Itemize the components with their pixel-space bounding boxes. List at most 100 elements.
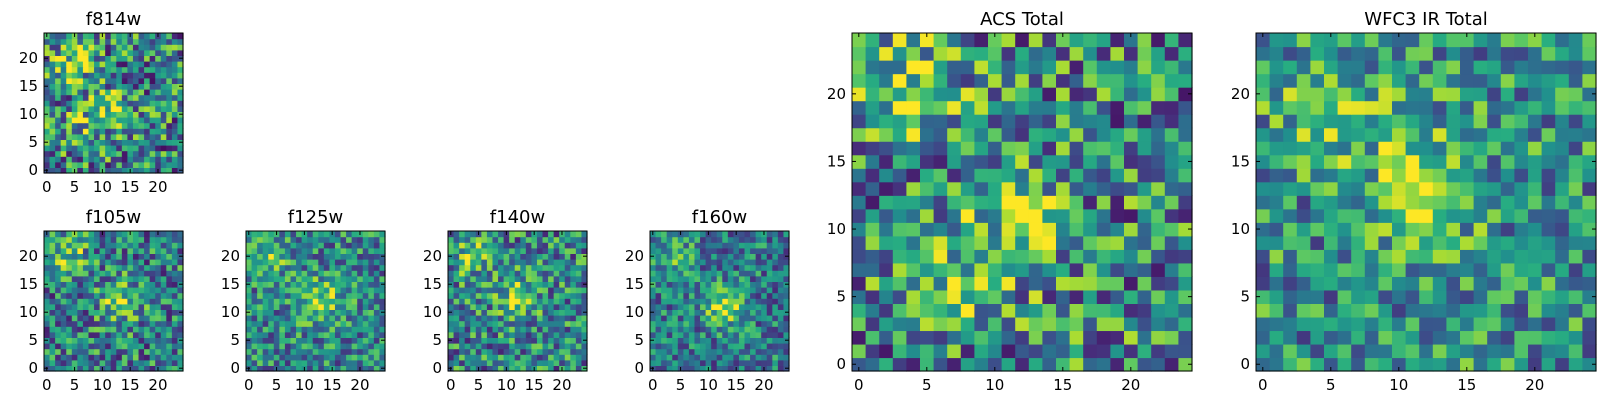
heatmap-cell <box>71 309 78 316</box>
heatmap-cell <box>268 365 275 372</box>
heatmap-cell <box>1310 276 1325 291</box>
heatmap-cell <box>1110 60 1125 75</box>
heatmap-cell <box>155 264 162 271</box>
heatmap-cell <box>666 320 673 327</box>
heatmap-cell <box>722 320 729 327</box>
heatmap-cell <box>1069 168 1084 183</box>
heatmap-cell <box>1555 289 1570 304</box>
heatmap-cell <box>1324 316 1339 332</box>
heatmap-cell <box>1028 208 1043 223</box>
heatmap-cell <box>892 208 907 223</box>
heatmap-cell <box>257 365 264 372</box>
heatmap-cell <box>121 89 128 96</box>
heatmap-cell <box>166 326 173 333</box>
heatmap-cell <box>166 94 173 101</box>
heatmap-cell <box>373 253 381 260</box>
heatmap-cell <box>121 292 128 299</box>
heatmap-cell <box>279 348 286 355</box>
heatmap-cell <box>116 77 123 84</box>
heatmap-cell <box>661 309 668 316</box>
heatmap-cell <box>77 320 84 327</box>
heatmap-cell <box>105 309 112 316</box>
heatmap-cell <box>520 247 527 254</box>
heatmap-cell <box>453 337 460 344</box>
heatmap-cell <box>988 114 1003 129</box>
heatmap-cell <box>88 156 95 163</box>
heatmap-cell <box>783 287 790 294</box>
heatmap-cell <box>1124 100 1139 115</box>
heatmap-cell <box>66 72 73 79</box>
heatmap-cell <box>727 242 734 249</box>
heatmap-cell <box>49 354 56 361</box>
heatmap-cell <box>920 33 935 48</box>
heatmap-cell <box>307 270 314 277</box>
heatmap-cell <box>160 236 167 243</box>
heatmap-cell <box>346 298 353 305</box>
heatmap-cell <box>257 331 264 338</box>
heatmap-cell <box>481 287 488 294</box>
heatmap-cell <box>279 337 286 344</box>
x-tick-label: 5 <box>272 376 282 394</box>
heatmap-cell <box>1351 168 1366 183</box>
heatmap-cell <box>700 326 707 333</box>
heatmap-cell <box>55 89 62 96</box>
heatmap-cell <box>738 236 746 243</box>
heatmap-cell <box>116 236 123 243</box>
heatmap-cell <box>772 236 779 243</box>
heatmap-cell <box>44 236 51 243</box>
heatmap-cell <box>1378 181 1393 196</box>
heatmap-cell <box>722 303 729 310</box>
heatmap-cell <box>323 303 330 310</box>
heatmap-cell <box>559 320 566 327</box>
heatmap-cell <box>1015 168 1030 183</box>
heatmap-cell <box>1015 73 1030 88</box>
heatmap-cell <box>564 343 571 350</box>
heatmap-cell <box>1096 181 1111 196</box>
heatmap-cell <box>1528 343 1543 359</box>
y-tick-label: 20 <box>1231 85 1250 103</box>
heatmap-cell <box>329 354 336 361</box>
heatmap-cell <box>1151 181 1166 196</box>
heatmap-cell <box>1528 276 1543 291</box>
heatmap-cell <box>49 348 56 355</box>
heatmap-cell <box>481 303 488 310</box>
heatmap-cell <box>672 253 679 260</box>
heatmap-cell <box>149 55 156 62</box>
heatmap-cell <box>879 276 894 291</box>
heatmap-cell <box>171 150 179 157</box>
heatmap-cell <box>1001 316 1016 332</box>
heatmap-cell <box>498 292 505 299</box>
heatmap-cell <box>570 359 577 366</box>
heatmap-cell <box>711 326 718 333</box>
heatmap-cell <box>49 89 56 96</box>
heatmap-cell <box>312 331 319 338</box>
heatmap-cell <box>105 331 112 338</box>
heatmap-cell <box>1151 127 1166 142</box>
heatmap-cell <box>1514 195 1529 210</box>
heatmap-cell <box>116 354 123 361</box>
heatmap-cell <box>470 264 477 271</box>
heatmap-cell <box>155 281 162 288</box>
heatmap-cell <box>1582 87 1597 102</box>
heatmap-cell <box>340 231 347 238</box>
heatmap-cell <box>459 253 466 260</box>
heatmap-cell <box>1582 357 1597 372</box>
heatmap-cell <box>105 105 112 112</box>
heatmap-cell <box>1500 127 1515 142</box>
heatmap-cell <box>464 270 471 277</box>
heatmap-cell <box>312 259 319 266</box>
heatmap-cell <box>1151 262 1166 277</box>
heatmap-cell <box>520 326 527 333</box>
x-tick-label: 10 <box>985 376 1004 394</box>
heatmap-cell <box>1042 73 1057 88</box>
heatmap-cell <box>570 365 577 372</box>
heatmap-cell <box>755 365 762 372</box>
heatmap-cell <box>1582 249 1597 264</box>
heatmap-cell <box>373 242 381 249</box>
heatmap-cell <box>1460 60 1475 75</box>
heatmap-cell <box>1310 357 1325 372</box>
heatmap-cell <box>1392 33 1407 48</box>
heatmap-cell <box>334 270 342 277</box>
heatmap-cell <box>55 128 62 135</box>
heatmap-cell <box>362 270 369 277</box>
